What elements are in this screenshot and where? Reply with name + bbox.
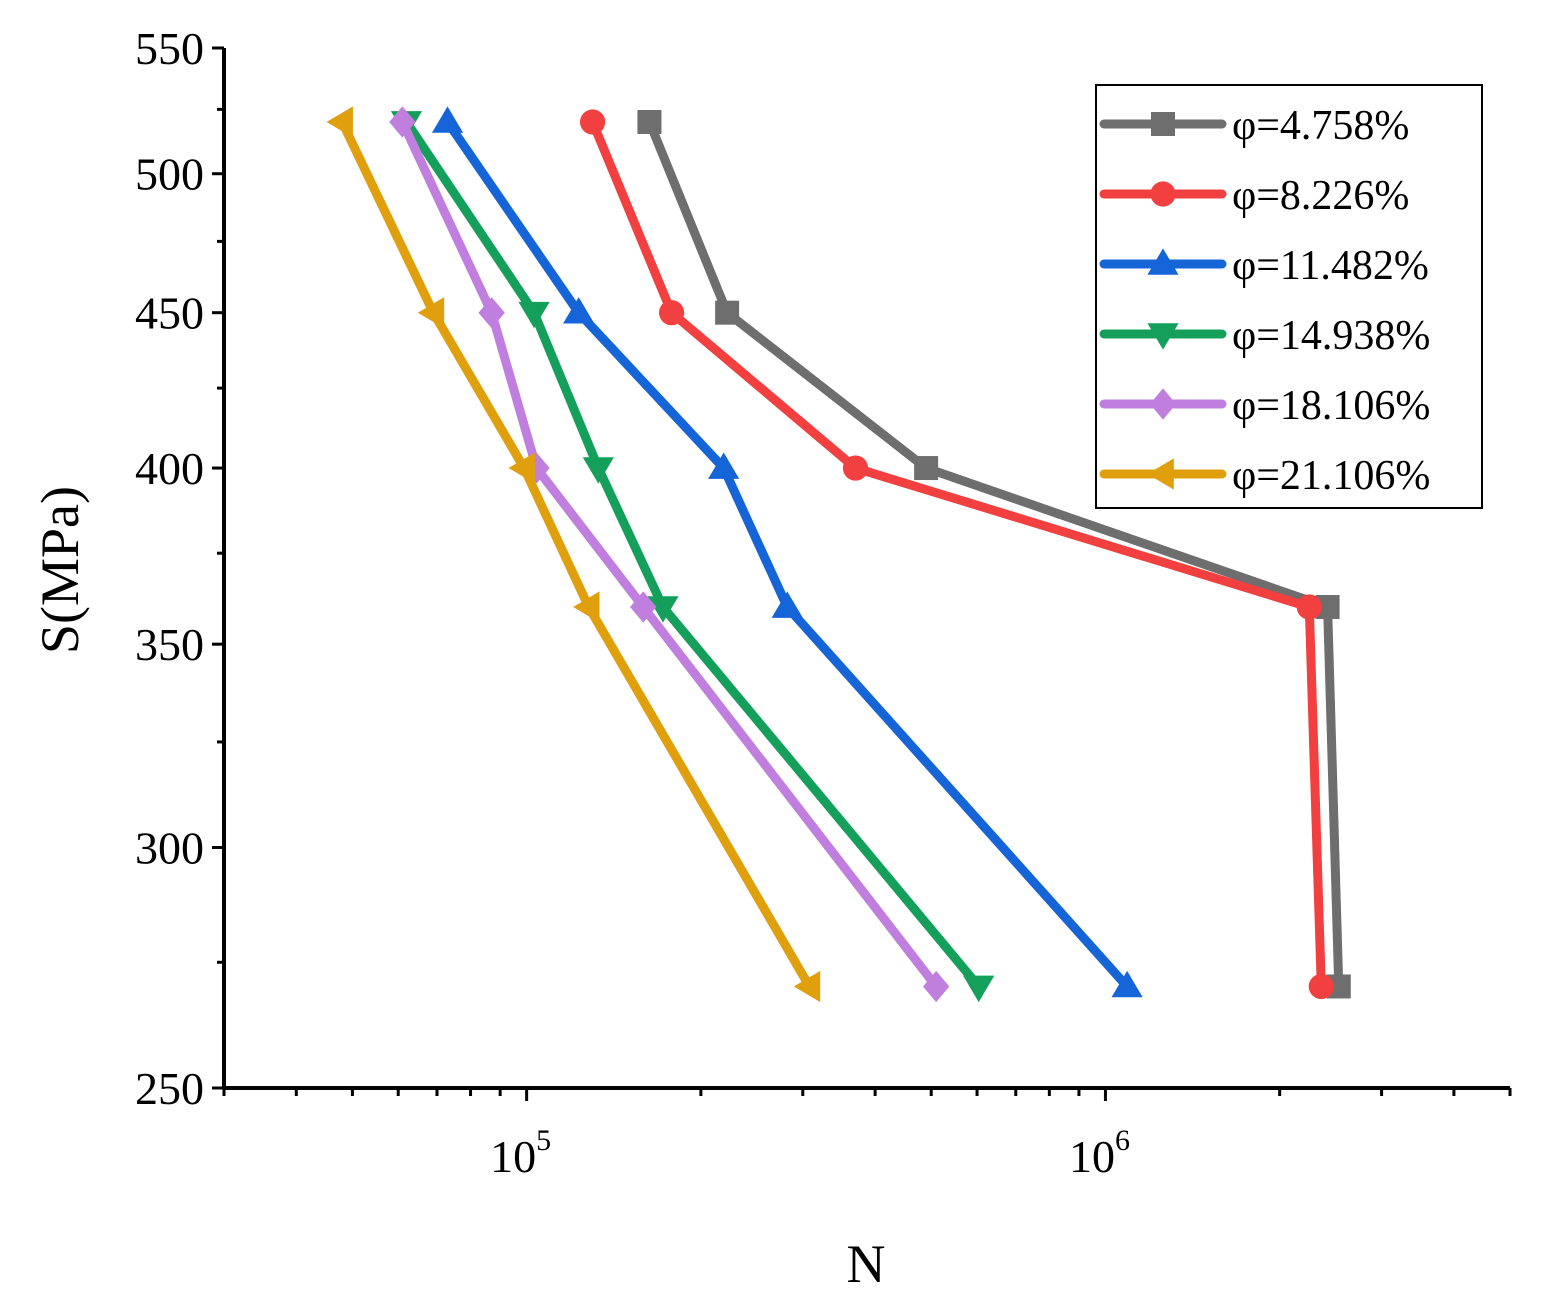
y-tick-label: 350 (135, 619, 204, 670)
data-point (842, 455, 869, 481)
series-3 (431, 106, 1143, 998)
data-point (508, 452, 535, 484)
series-line (337, 117, 814, 991)
data-point (573, 591, 600, 623)
data-point (518, 301, 550, 329)
y-ticks: 250 300 350 400 450 500 550 (135, 23, 224, 1114)
data-point (563, 297, 595, 324)
series-5 (389, 106, 950, 1003)
legend-label: φ=8.226% (1232, 173, 1409, 219)
legend-item: φ=18.106% (1099, 383, 1430, 429)
y-tick-label: 450 (135, 288, 204, 339)
legend-item: φ=21.106% (1099, 453, 1430, 499)
legend-item: φ=11.482% (1099, 243, 1429, 289)
x-ticks: 105 106 (222, 1088, 1512, 1182)
data-point (715, 300, 740, 325)
y-tick-label: 250 (135, 1063, 204, 1114)
y-tick-label: 300 (135, 823, 204, 874)
data-point (389, 106, 416, 138)
legend-label: φ=14.938% (1232, 313, 1430, 359)
legend-item: φ=4.758% (1099, 103, 1409, 149)
data-point (582, 457, 614, 484)
data-point (914, 456, 939, 481)
legend-label: φ=4.758% (1232, 103, 1409, 149)
data-point (647, 596, 679, 623)
data-point (922, 970, 950, 1003)
data-point (771, 591, 803, 618)
legend-marker (1149, 388, 1177, 420)
y-tick-label: 400 (135, 443, 204, 494)
legend-marker (1147, 323, 1179, 350)
x-tick-label: 106 (1069, 1124, 1130, 1182)
legend-marker (1147, 458, 1174, 490)
data-point (963, 975, 995, 1003)
data-point (1111, 970, 1143, 998)
data-point (431, 106, 464, 133)
legend-item: φ=14.938% (1099, 313, 1430, 359)
legend-label: φ=21.106% (1232, 453, 1430, 499)
series-6 (326, 106, 821, 1003)
series-1 (637, 109, 1351, 999)
data-point (793, 970, 821, 1003)
data-point (1296, 594, 1322, 620)
series-line (397, 117, 941, 991)
series-line (443, 117, 1132, 991)
legend-marker (1147, 248, 1179, 275)
data-point (579, 109, 606, 135)
data-point (708, 452, 740, 479)
series-group (326, 106, 1351, 1003)
data-point (630, 591, 657, 623)
series-line (401, 117, 984, 991)
legend-item: φ=8.226% (1099, 173, 1409, 219)
data-point (1308, 973, 1334, 1000)
data-point (478, 297, 505, 329)
data-point (637, 109, 662, 134)
legend-box (1095, 84, 1483, 509)
series-4 (390, 111, 995, 1003)
data-point (658, 300, 685, 326)
legend-label: φ=18.106% (1232, 383, 1430, 429)
y-tick-label: 550 (135, 23, 204, 74)
legend: φ=4.758% φ=8.226% φ=11.482% φ=14.938% φ=18.1… (1095, 84, 1483, 509)
legend-marker (1151, 112, 1175, 136)
data-point (417, 297, 445, 329)
data-point (326, 106, 353, 138)
y-tick-label: 500 (135, 149, 204, 200)
legend-marker (1150, 181, 1176, 207)
legend-label: φ=11.482% (1232, 243, 1429, 289)
x-tick-label: 105 (490, 1124, 551, 1182)
y-axis-title: S(MPa) (30, 486, 90, 654)
series-2 (579, 109, 1334, 1000)
x-axis-title: N (847, 1234, 886, 1294)
